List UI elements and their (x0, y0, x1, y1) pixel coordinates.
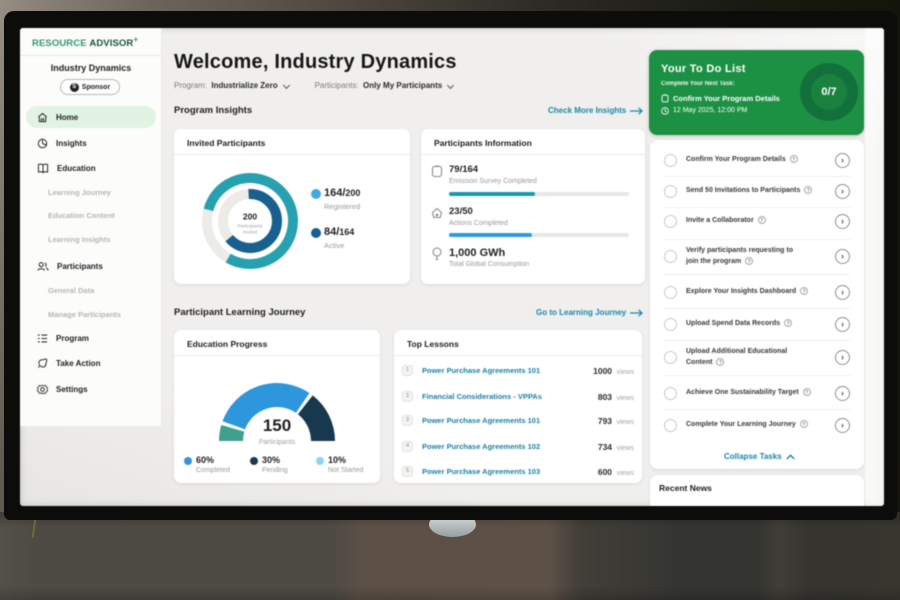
svg-text:Participants: Participants (237, 224, 263, 230)
svg-text:200: 200 (243, 212, 257, 222)
svg-text:Invited: Invited (243, 230, 257, 236)
svg-text:150: 150 (263, 416, 291, 435)
svg-text:Participants: Participants (259, 439, 296, 446)
